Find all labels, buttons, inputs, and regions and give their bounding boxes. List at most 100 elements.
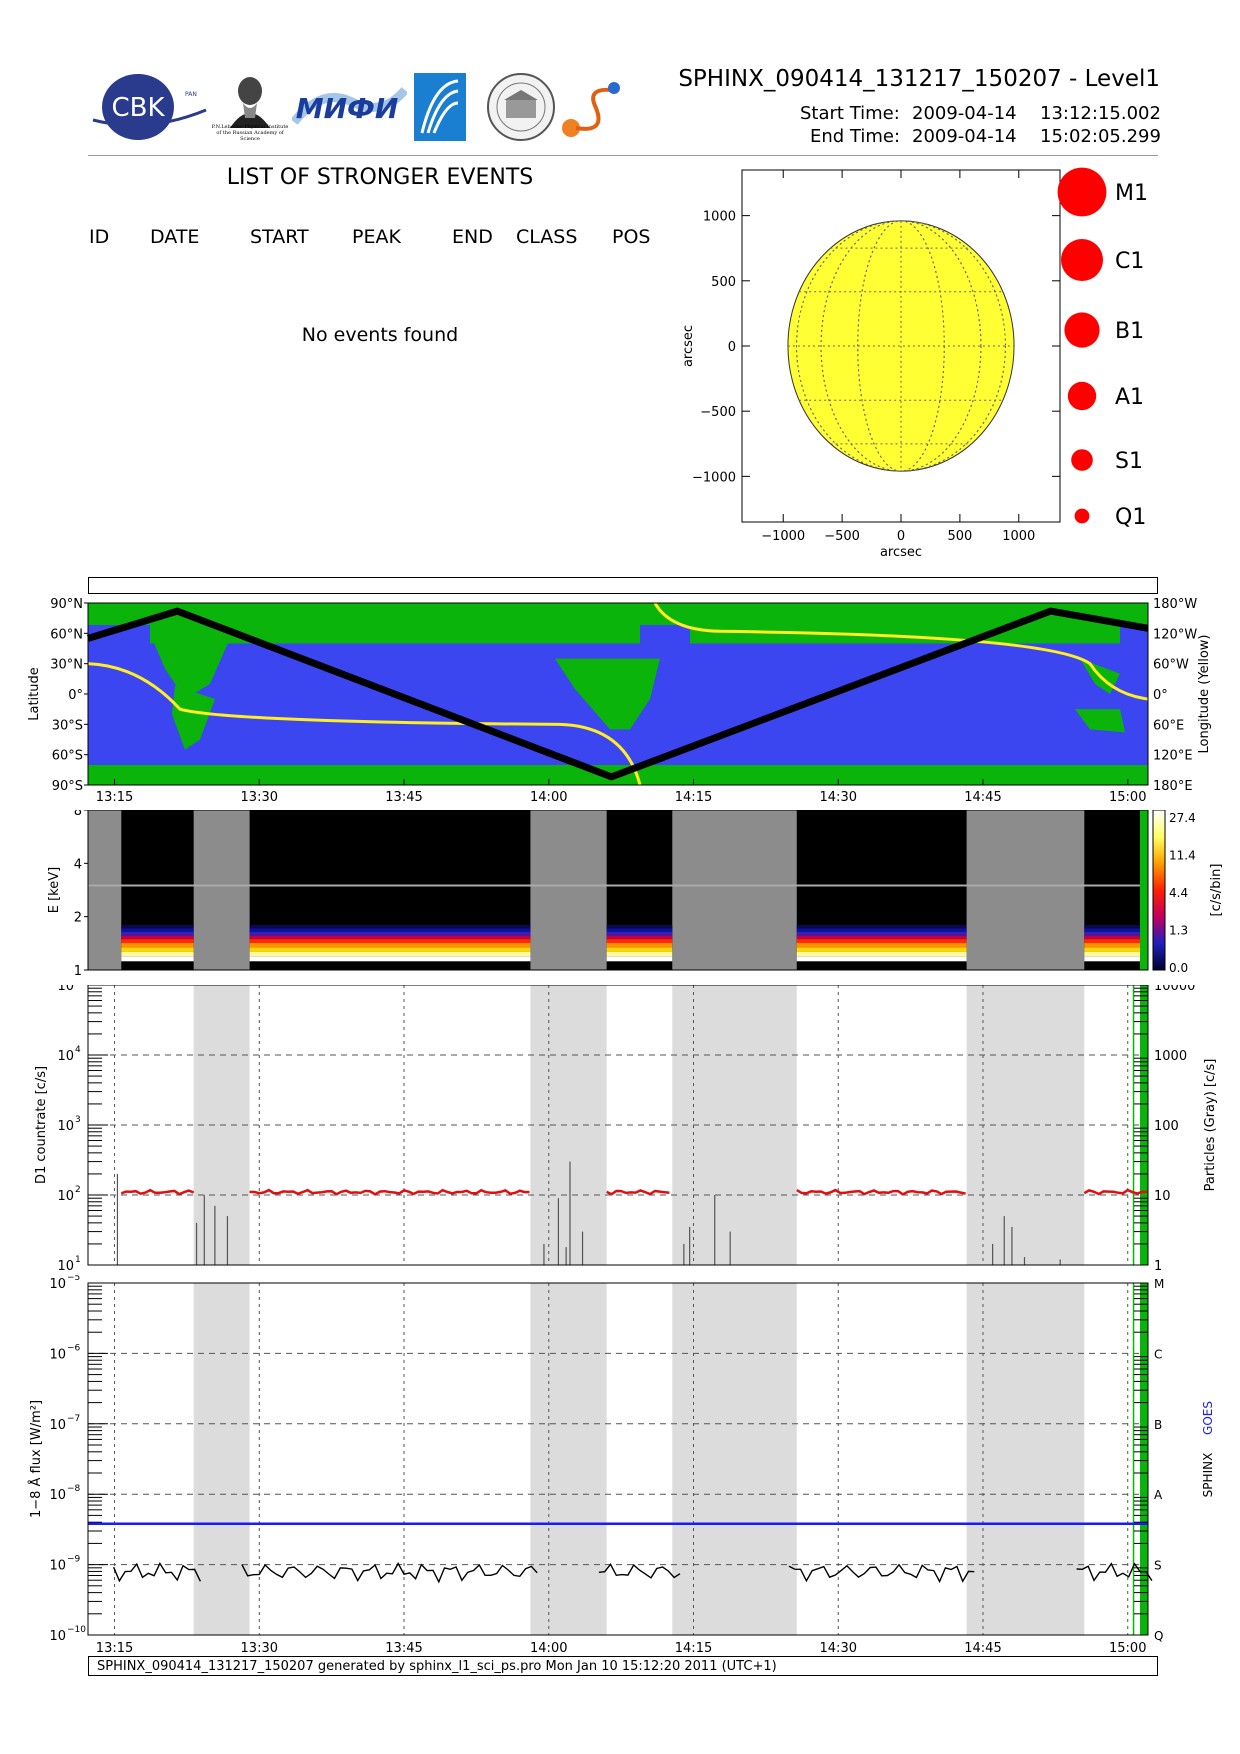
count-rate-line bbox=[796, 1188, 966, 1196]
sphinx-axis-label: SPHINX bbox=[1201, 1453, 1215, 1498]
sun-meridian-line bbox=[796, 220, 1006, 472]
time-tick-label: 13:45 bbox=[385, 790, 422, 805]
time-tick-label: 13:15 bbox=[96, 1641, 133, 1655]
energy-tick-label: 8 bbox=[74, 810, 82, 819]
spectrogram-band bbox=[606, 951, 673, 957]
countrate-tick-exponent: 2 bbox=[75, 1185, 81, 1195]
time-tick-label: 14:45 bbox=[964, 790, 1001, 805]
lon-tick-label: 180°E bbox=[1153, 779, 1193, 794]
spectrogram-band bbox=[249, 947, 531, 952]
header-rule bbox=[88, 155, 1158, 156]
spectrogram-band bbox=[606, 924, 673, 929]
y-axis-label: arcsec bbox=[681, 325, 696, 367]
goes-axis-label: GOES bbox=[1201, 1401, 1215, 1435]
lat-tick-label: 0° bbox=[68, 688, 83, 703]
cbk-logo: CBK PAN bbox=[88, 72, 208, 142]
spectrogram-band bbox=[606, 931, 673, 936]
particles-axis-label: Particles (Gray) [c/s] bbox=[1203, 1059, 1218, 1192]
cbk-logo-text: CBK bbox=[111, 93, 165, 123]
countrate-tick-label: 10 bbox=[57, 1189, 74, 1204]
land-south-america bbox=[172, 685, 215, 750]
lat-tick-label: 30°N bbox=[50, 658, 83, 673]
legend-marker bbox=[1071, 449, 1093, 471]
spectrogram-band bbox=[1084, 939, 1148, 944]
events-title: LIST OF STRONGER EVENTS bbox=[226, 165, 534, 190]
sphinx-flux-line bbox=[788, 1563, 975, 1584]
spectrogram-band bbox=[606, 935, 673, 940]
countrate-tick-label: 10 bbox=[57, 985, 74, 994]
particles-tick-label: 1000 bbox=[1154, 1049, 1187, 1064]
orbit-map-chart: 90°N 180°W 60°N 120°W 30°N 60°W 0° 0° 30°S 60°E 60… bbox=[27, 597, 1212, 805]
legend-marker bbox=[1064, 312, 1100, 348]
particles-tick-label: 100 bbox=[1154, 1119, 1179, 1134]
legend-label: M1 bbox=[1115, 181, 1148, 206]
legend-label: A1 bbox=[1115, 385, 1144, 410]
spectrogram-band bbox=[249, 928, 531, 932]
col-id: ID bbox=[89, 226, 110, 248]
spectrogram-band bbox=[796, 935, 967, 940]
mifi-logo-text: МИФИ bbox=[296, 92, 399, 125]
energy-tick-label: 4 bbox=[74, 857, 82, 872]
lat-tick-label: 90°N bbox=[50, 597, 83, 612]
flare-class-label: C bbox=[1154, 1347, 1162, 1361]
sun-meridian-line bbox=[820, 220, 982, 472]
spectrogram-band bbox=[1084, 943, 1148, 948]
flux-tick-label: 10 bbox=[49, 1559, 66, 1574]
lon-tick-label: 180°W bbox=[1153, 597, 1197, 612]
flare-class-label: B bbox=[1154, 1418, 1162, 1432]
energy-tick-label: 1 bbox=[74, 964, 82, 979]
flux-tick-label: 10 bbox=[49, 1418, 66, 1433]
colorbar-axis-label: [c/s/bin] bbox=[1209, 864, 1224, 917]
flux-tick-label: 10 bbox=[49, 1277, 66, 1292]
time-tick-label: 15:00 bbox=[1109, 1641, 1146, 1655]
spectrogram-band bbox=[121, 947, 194, 952]
spectrogram-band bbox=[249, 943, 531, 948]
colorbar bbox=[1152, 810, 1166, 971]
spectrogram-chart: 1 2 4 8 E [keV] 27.4 11.4 4.4 1.3 0.0 [c/s/bin] bbox=[47, 810, 1224, 979]
legend-label: S1 bbox=[1115, 449, 1143, 474]
time-tick-label: 14:15 bbox=[675, 1641, 712, 1655]
spectrogram-band bbox=[249, 931, 531, 936]
spectrogram-band bbox=[249, 951, 531, 957]
spectrogram-band bbox=[121, 951, 194, 957]
spectrogram-band bbox=[1084, 931, 1148, 936]
count-rate-line bbox=[606, 1189, 670, 1196]
countrate-tick-label: 10 bbox=[57, 1119, 74, 1134]
spectrogram-band bbox=[121, 931, 194, 936]
time-tick-label: 14:45 bbox=[964, 1641, 1001, 1655]
lon-tick-label: 60°E bbox=[1153, 718, 1184, 733]
time-tick-label: 14:30 bbox=[820, 790, 857, 805]
colorbar-tick-label: 0.0 bbox=[1169, 961, 1188, 975]
col-class: CLASS bbox=[516, 226, 578, 248]
time-tick-label: 15:00 bbox=[1109, 790, 1146, 805]
institute-logo bbox=[414, 73, 466, 141]
spectrogram-band bbox=[796, 956, 967, 962]
x-axis-label: arcsec bbox=[880, 545, 922, 560]
lon-tick-label: 0° bbox=[1153, 688, 1168, 703]
col-peak: PEAK bbox=[352, 226, 401, 248]
spectrogram-band bbox=[796, 924, 967, 929]
time-tick-label: 13:15 bbox=[96, 790, 133, 805]
flux-tick-exponent: −10 bbox=[67, 1625, 86, 1635]
legend-label: Q1 bbox=[1115, 505, 1146, 530]
flux-axis-label: 1−8 Å flux [W/m²] bbox=[28, 1400, 44, 1518]
lon-tick-label: 120°E bbox=[1153, 749, 1193, 764]
lat-tick-label: 30°S bbox=[52, 718, 83, 733]
colorbar-tick-label: 11.4 bbox=[1169, 849, 1196, 863]
time-tick-label: 14:00 bbox=[530, 790, 567, 805]
lebedev-logo bbox=[215, 73, 285, 145]
count-rate-line bbox=[249, 1188, 530, 1196]
observatory-seal-logo bbox=[486, 72, 556, 142]
legend-marker bbox=[1067, 381, 1097, 411]
lat-tick-label: 60°S bbox=[52, 749, 83, 764]
spectrogram-band bbox=[1084, 928, 1148, 932]
y-tick-label: 1000 bbox=[703, 210, 736, 225]
footer-generated-by: SPHINX_090414_131217_150207 generated by… bbox=[88, 1656, 1158, 1676]
col-date: DATE bbox=[150, 226, 200, 248]
right-edge-strip bbox=[1140, 985, 1148, 1265]
time-tick-label: 14:15 bbox=[675, 790, 712, 805]
legend-marker bbox=[1061, 239, 1103, 281]
spectrogram-edge-strip bbox=[1140, 810, 1148, 970]
spectrogram-band bbox=[796, 951, 967, 957]
colorbar-tick-label: 27.4 bbox=[1169, 811, 1196, 825]
